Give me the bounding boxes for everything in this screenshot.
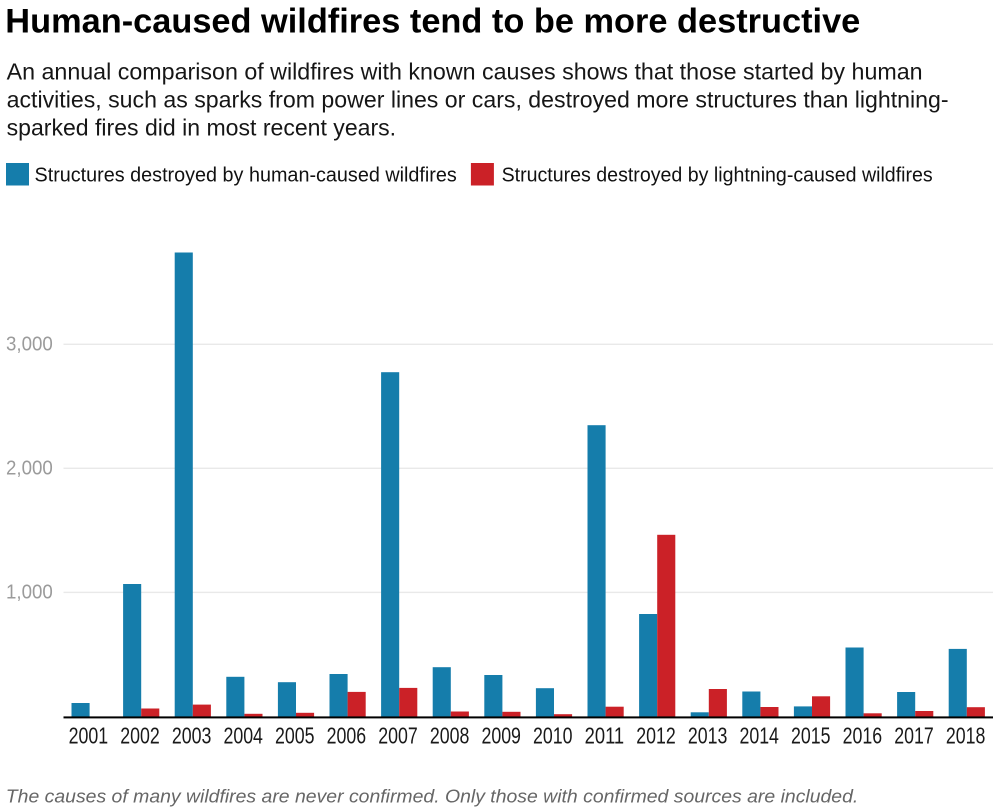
svg-text:2015: 2015 (791, 723, 831, 749)
svg-text:2007: 2007 (378, 723, 418, 749)
svg-text:2013: 2013 (688, 723, 728, 749)
svg-text:The causes of many wildfires a: The causes of many wildfires are never c… (6, 786, 859, 807)
svg-text:2017: 2017 (894, 723, 934, 749)
svg-text:2018: 2018 (946, 723, 986, 749)
svg-text:An annual comparison of wildfi: An annual comparison of wildfires with k… (7, 59, 923, 85)
svg-text:2009: 2009 (481, 723, 521, 749)
svg-text:2006: 2006 (327, 723, 367, 749)
svg-text:2004: 2004 (223, 723, 263, 749)
svg-text:Structures destroyed by lightn: Structures destroyed by lightning-caused… (502, 164, 933, 186)
svg-text:2003: 2003 (172, 723, 212, 749)
svg-text:2011: 2011 (585, 723, 625, 749)
svg-text:2005: 2005 (275, 723, 315, 749)
svg-text:sparked fires did in most rece: sparked fires did in most recent years. (7, 114, 397, 140)
svg-text:2010: 2010 (533, 723, 573, 749)
svg-text:2002: 2002 (120, 723, 160, 749)
svg-text:1,000: 1,000 (6, 582, 53, 604)
svg-text:2,000: 2,000 (6, 457, 53, 479)
svg-text:2012: 2012 (636, 723, 676, 749)
svg-text:2001: 2001 (69, 723, 109, 749)
svg-text:Human-caused wildfires tend to: Human-caused wildfires tend to be more d… (5, 3, 860, 41)
svg-text:2008: 2008 (430, 723, 470, 749)
svg-text:2014: 2014 (739, 723, 779, 749)
svg-text:Structures destroyed by human-: Structures destroyed by human-caused wil… (35, 164, 457, 186)
svg-text:activities, such as sparks fro: activities, such as sparks from power li… (7, 87, 949, 113)
svg-text:3,000: 3,000 (6, 333, 53, 355)
svg-text:2016: 2016 (843, 723, 883, 749)
